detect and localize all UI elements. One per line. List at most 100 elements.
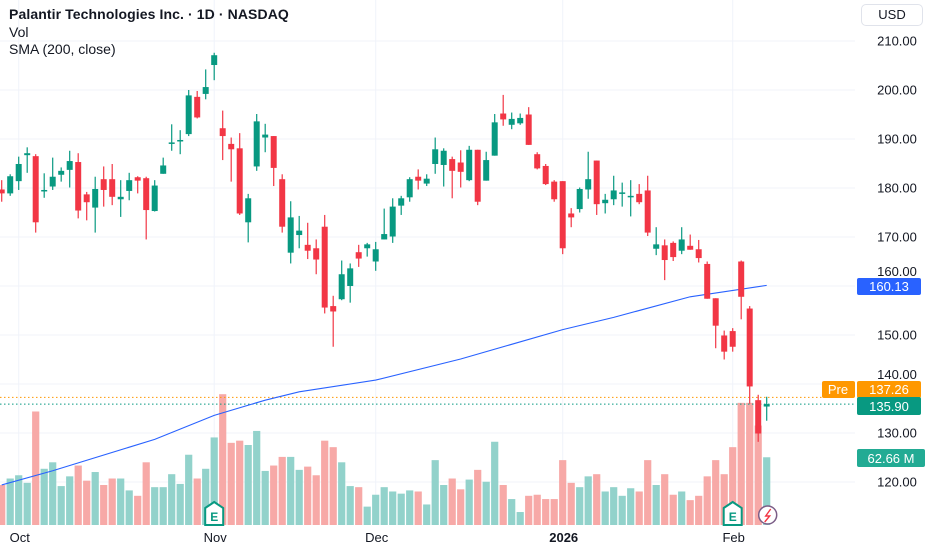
symbol-title[interactable]: Palantir Technologies Inc. · 1D · NASDAQ [9,6,289,22]
candle [449,156,456,199]
volume-bar [414,491,422,525]
candle-body [364,244,371,249]
candle [338,260,345,301]
candle-body [415,176,422,181]
y-tick-label: 190.00 [877,132,917,147]
y-tick-label: 170.00 [877,230,917,245]
currency-button[interactable]: USD [861,4,923,26]
candle-body [525,114,532,145]
volume-bar [465,479,473,525]
volume-bar [0,485,6,525]
candle [160,157,167,174]
volume-bar [712,460,720,525]
last-price-badge: 135.90 [869,399,909,414]
volume-bar [176,483,184,525]
x-tick-label: 2026 [549,530,578,545]
candle-body [355,252,362,259]
candle [372,241,379,271]
volume-bar [431,460,439,525]
candle-body [763,404,770,407]
time-axis[interactable]: Oct Nov Dec 2026 Feb [10,530,745,545]
candle [32,154,39,233]
volume-bar [593,474,601,525]
candle-body [432,149,439,164]
candle-body [406,179,413,198]
volume-bar [338,462,346,525]
volume-bar [482,481,490,525]
candle-body [253,121,260,167]
candle [228,137,235,182]
volume-bar [117,478,125,525]
candle [236,133,243,215]
volume-bar [6,478,14,525]
candle-body [483,160,490,181]
candle [568,208,575,228]
candle-body [211,55,218,66]
volume-bar [559,460,567,525]
candle-body [440,150,447,165]
earnings-marker-icon [722,500,743,526]
sma-badge: 160.13 [869,279,909,294]
candle [262,123,269,153]
candle [602,193,609,214]
sma-indicator-label[interactable]: SMA (200, close) [9,41,116,57]
volume-bar [295,469,303,525]
candle [219,110,226,161]
y-tick-label: 120.00 [877,475,917,490]
volume-bar [737,402,745,525]
volume-bar [227,442,235,525]
candle-body [270,136,277,168]
candle [177,130,184,155]
candle [398,195,405,215]
candle-body [687,245,694,250]
candle [364,242,371,257]
candle-body [585,179,592,190]
sma-line [1,284,767,486]
earnings-marker-label: E [729,510,737,524]
volume-indicator-label[interactable]: Vol [9,23,29,40]
candle-body [389,206,396,237]
candle-body [330,306,337,312]
volume-bar [40,468,48,525]
volume-bar [83,480,91,525]
volume-bar [389,491,397,525]
candle [576,187,583,213]
candle [746,306,753,404]
candle [245,193,252,243]
candle-body [372,249,379,262]
candle-body [627,195,634,198]
candle-body [347,268,354,286]
candle [406,177,413,202]
candle [517,113,524,125]
candle-body [551,181,558,200]
volume-bar [397,493,405,525]
candles [0,52,770,442]
candle-body [542,165,549,185]
price-axis[interactable]: 210.00 200.00 190.00 180.00 170.00 160.00 150.… [877,34,917,490]
candle [415,169,422,190]
candle-body [100,179,107,190]
candle-body [92,188,99,208]
candle-body [644,190,651,233]
candle [304,222,311,260]
volume-bar [516,512,524,525]
volume-bar [525,495,533,525]
y-tick-label: 150.00 [877,328,917,343]
candle [15,156,22,190]
candle-body [738,261,745,297]
candle [270,136,277,187]
candle [457,150,464,188]
volume-bar [661,474,669,525]
candle-body [109,179,116,197]
volume-bar [584,476,592,525]
candle [0,180,5,202]
price-lines [0,396,855,405]
candle [211,52,218,81]
candle-body [398,198,405,206]
volume-bar [15,475,23,525]
volume-bar [346,486,354,525]
volume-bar [363,506,371,525]
pre-badge: 137.26 [869,382,909,397]
